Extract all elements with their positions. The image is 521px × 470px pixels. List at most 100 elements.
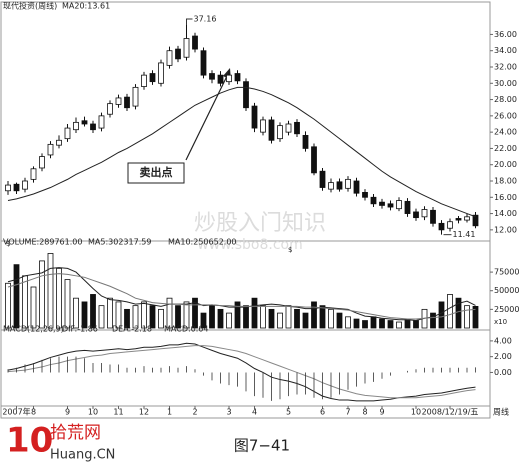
candle-body [294,121,300,135]
legend-entry: MA5:302317.59 [88,238,151,247]
candle-body [404,200,411,214]
x-tick-label: 10 [411,408,421,417]
chart-frame [0,1,491,419]
candle-body [447,221,453,229]
y-tick-label: 50000 [494,286,519,295]
series-line [7,273,476,320]
series-line [7,345,476,399]
volume-bar [132,305,139,329]
volume-bar [192,297,198,329]
volume-bar [430,312,436,329]
y-tick-label: 75000 [494,268,519,277]
volume-bar [200,312,207,329]
period-label: 周线 [493,407,509,417]
y-tick-label: 4.00 [494,336,512,345]
volume-bar [124,308,130,329]
candle-body [277,125,283,140]
volume-bar [302,312,309,329]
volume-bar [30,286,37,329]
candle-body [166,50,173,66]
panel-title: MACD(12,26,9) [3,325,64,334]
y-tick-label: 36.00 [494,30,517,39]
volume-bar [336,312,343,329]
x-tick-label: 11 [113,408,123,417]
volume-bar [319,305,326,329]
volume-bar [183,301,190,329]
y-tick-label: 30.00 [494,79,517,88]
candle-body [5,184,11,192]
volume-bar [73,297,79,329]
candle-body [81,120,88,125]
legend-entry: DIF:-1.86 [62,325,98,334]
x-tick-label: 5 [286,408,291,417]
volume-bar [175,305,181,329]
candle-body [217,74,224,84]
candle-body [396,200,402,210]
panel-title: VOLUME:289761.00 [3,238,82,247]
candle-body [430,209,436,224]
candle-body [13,183,20,192]
section-mark: $ [288,246,292,254]
volume-bar [141,301,147,329]
candle-body [30,168,37,180]
x-tick-label: 8 [362,408,367,417]
candle-body [98,115,105,129]
candle-body [90,123,96,131]
x-tick-label: 8 [31,408,36,417]
x-tick-label: 6 [320,408,325,417]
volume-bar [353,318,360,329]
volume-bar [294,308,300,329]
candle-body [464,216,470,221]
candle-body [268,119,275,141]
series-line [7,86,476,218]
volume-bar [455,297,462,329]
volume-bar [285,305,292,329]
panel-title: 现代投资(周线) [3,1,57,11]
volume-bar [158,308,164,329]
candle-body [132,86,139,107]
watermark: www.sbo8.com [197,237,303,253]
volume-bar [107,297,113,329]
volume-bar [56,267,62,329]
y-tick-label: 18.00 [494,177,517,186]
volume-bar [379,318,385,329]
volume-bar [260,305,266,329]
y-tick-label: 0.00 [494,368,512,377]
candle-body [311,146,317,174]
volume-bar [251,297,258,329]
y-tick-label: 26.00 [494,111,517,120]
volume-bar [226,312,232,329]
candle-body [421,209,428,218]
volume-bar [209,305,215,329]
candle-body [285,123,292,133]
x-tick-label: 9 [65,408,70,417]
volume-bar [166,297,173,329]
volume-bar [13,264,20,329]
legend-entry: MA10:250652.00 [168,238,237,247]
y-tick-label: 32.00 [494,63,517,72]
x-tick-label: 4 [252,408,257,417]
volume-bar [98,305,105,329]
annotation-arrow [185,73,229,161]
volume-bar [413,320,419,329]
candle-body [472,214,479,227]
x-tick-label: 1 [167,408,172,417]
volume-bar [39,260,45,329]
caption: 图7−41 [234,437,290,455]
unit-label: x10 [494,318,507,326]
y-tick-label: 14.00 [494,209,517,218]
x-tick-label: 2 [192,408,197,417]
legend-entry: MACD:0.64 [164,325,209,334]
x-tick-label: 7 [345,408,350,417]
volume-bar [268,308,275,329]
candle-body [183,38,190,58]
volume-bar [47,253,54,329]
candle-body [73,121,79,131]
volume-bar [438,301,445,329]
candle-body [124,96,130,109]
y-tick-label: 16.00 [494,193,517,202]
candle-body [56,139,62,146]
candle-body [328,182,334,190]
legend-entry: DEA:-2.18 [112,325,152,334]
logo-mark: 10 [6,421,53,461]
